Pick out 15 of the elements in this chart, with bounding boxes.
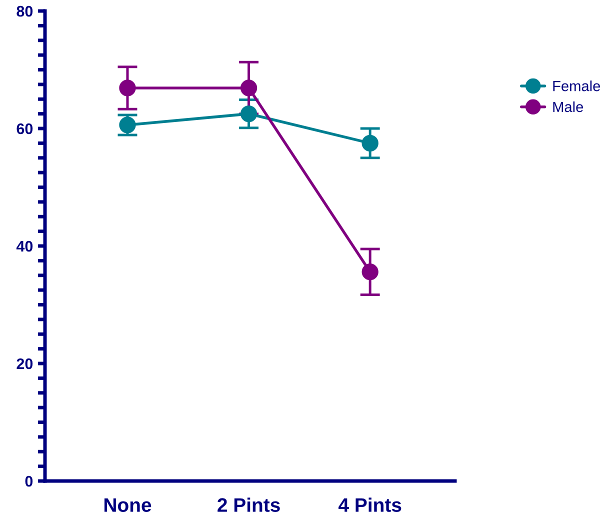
point xyxy=(240,80,258,96)
x-tick-label: 4 Pints xyxy=(338,498,402,512)
legend-label: Female xyxy=(553,80,600,92)
point xyxy=(240,105,258,122)
point xyxy=(119,80,136,96)
y-tick-label: 60 xyxy=(16,123,33,134)
x-tick-label: None xyxy=(104,498,152,512)
x-tick-label: 2 Pints xyxy=(218,498,280,512)
point xyxy=(362,134,378,152)
point xyxy=(362,264,378,280)
y-tick-label: 80 xyxy=(16,6,33,17)
legend-label: Male xyxy=(553,101,584,112)
y-tick-label: 0 xyxy=(25,476,33,487)
y-tick-label: 40 xyxy=(16,240,33,252)
y-tick-label: 20 xyxy=(16,358,33,370)
